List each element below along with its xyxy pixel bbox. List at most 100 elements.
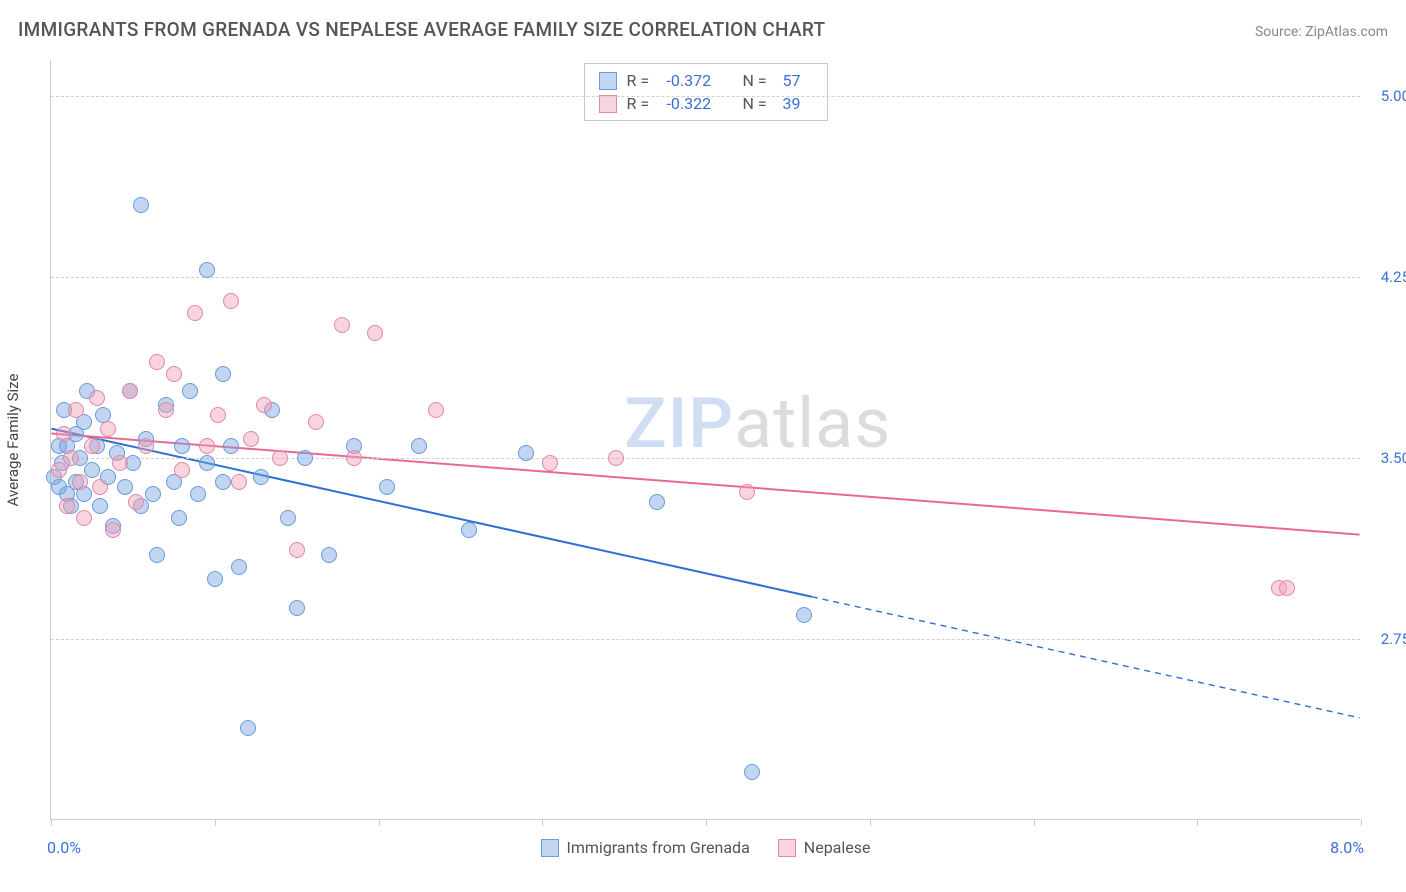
scatter-point xyxy=(158,402,174,418)
scatter-point xyxy=(649,494,665,510)
chart-title: IMMIGRANTS FROM GRENADA VS NEPALESE AVER… xyxy=(18,18,825,41)
r-label: R = xyxy=(627,71,657,90)
scatter-point xyxy=(190,486,206,502)
legend-swatch-icon xyxy=(599,72,617,90)
scatter-point xyxy=(199,262,215,278)
scatter-point xyxy=(272,450,288,466)
scatter-point xyxy=(289,542,305,558)
scatter-point xyxy=(105,522,121,538)
scatter-point xyxy=(84,462,100,478)
chart-header: IMMIGRANTS FROM GRENADA VS NEPALESE AVER… xyxy=(18,18,1388,41)
scatter-point xyxy=(92,479,108,495)
scatter-point xyxy=(253,469,269,485)
scatter-point xyxy=(240,720,256,736)
scatter-point xyxy=(739,484,755,500)
scatter-point xyxy=(411,438,427,454)
watermark-atlas: atlas xyxy=(734,383,891,465)
scatter-plot-area: Average Family Size ZIPatlas R =-0.372N … xyxy=(50,60,1360,820)
scatter-point xyxy=(744,764,760,780)
scatter-point xyxy=(145,486,161,502)
grid-line xyxy=(51,639,1360,640)
scatter-point xyxy=(243,431,259,447)
correlation-legend: R =-0.372N =57R =-0.322N =39 xyxy=(584,63,828,121)
scatter-point xyxy=(215,474,231,490)
x-axis-min-label: 0.0% xyxy=(47,838,81,857)
scatter-point xyxy=(117,479,133,495)
scatter-point xyxy=(207,571,223,587)
scatter-point xyxy=(321,547,337,563)
series-legend-item: Nepalese xyxy=(778,838,871,857)
scatter-point xyxy=(133,197,149,213)
trend-line-solid xyxy=(51,433,1359,534)
series-legend-label: Nepalese xyxy=(804,838,871,857)
scatter-point xyxy=(608,450,624,466)
scatter-point xyxy=(297,450,313,466)
scatter-point xyxy=(138,438,154,454)
scatter-point xyxy=(68,402,84,418)
scatter-point xyxy=(128,494,144,510)
x-tick xyxy=(706,819,707,826)
scatter-point xyxy=(89,390,105,406)
scatter-point xyxy=(231,559,247,575)
scatter-point xyxy=(76,510,92,526)
x-tick xyxy=(542,819,543,826)
legend-swatch-icon xyxy=(599,95,617,113)
series-legend: Immigrants from Grenada Nepalese xyxy=(541,838,871,857)
scatter-point xyxy=(72,474,88,490)
scatter-point xyxy=(100,421,116,437)
y-axis-title: Average Family Size xyxy=(4,373,22,506)
scatter-point xyxy=(334,317,350,333)
scatter-point xyxy=(542,455,558,471)
x-axis-max-label: 8.0% xyxy=(1330,838,1364,857)
scatter-point xyxy=(308,414,324,430)
scatter-point xyxy=(84,438,100,454)
scatter-point xyxy=(223,293,239,309)
watermark-logo: ZIPatlas xyxy=(624,383,891,465)
trend-line-solid xyxy=(51,429,811,597)
scatter-point xyxy=(518,445,534,461)
x-tick xyxy=(379,819,380,826)
scatter-point xyxy=(92,498,108,514)
scatter-point xyxy=(174,462,190,478)
source-label: Source: xyxy=(1255,24,1302,40)
scatter-point xyxy=(256,397,272,413)
source-name[interactable]: ZipAtlas.com xyxy=(1305,24,1388,40)
x-tick xyxy=(51,819,52,826)
scatter-point xyxy=(112,455,128,471)
x-tick xyxy=(1361,819,1362,826)
x-tick xyxy=(870,819,871,826)
scatter-point xyxy=(215,366,231,382)
watermark-zip: ZIP xyxy=(624,383,734,465)
scatter-point xyxy=(174,438,190,454)
grid-line xyxy=(51,458,1360,459)
legend-swatch-icon xyxy=(778,839,796,857)
scatter-point xyxy=(56,426,72,442)
scatter-point xyxy=(171,510,187,526)
legend-swatch-icon xyxy=(541,839,559,857)
scatter-point xyxy=(149,354,165,370)
x-tick xyxy=(215,819,216,826)
r-value: -0.372 xyxy=(667,71,733,90)
scatter-point xyxy=(1279,580,1295,596)
trend-line-dashed xyxy=(812,597,1360,718)
n-label: N = xyxy=(743,71,773,90)
series-legend-label: Immigrants from Grenada xyxy=(567,838,750,857)
y-tick-label: 2.75 xyxy=(1366,630,1406,648)
n-value: 57 xyxy=(783,71,813,90)
scatter-point xyxy=(122,383,138,399)
scatter-point xyxy=(199,438,215,454)
scatter-point xyxy=(149,547,165,563)
scatter-point xyxy=(166,366,182,382)
y-tick-label: 4.25 xyxy=(1366,268,1406,286)
y-tick-label: 5.00 xyxy=(1366,87,1406,105)
scatter-point xyxy=(187,305,203,321)
grid-line xyxy=(51,96,1360,97)
scatter-point xyxy=(796,607,812,623)
source-attribution: Source: ZipAtlas.com xyxy=(1255,24,1388,40)
x-tick xyxy=(1197,819,1198,826)
scatter-point xyxy=(51,462,67,478)
scatter-point xyxy=(199,455,215,471)
y-tick-label: 3.50 xyxy=(1366,449,1406,467)
scatter-point xyxy=(210,407,226,423)
scatter-point xyxy=(367,325,383,341)
